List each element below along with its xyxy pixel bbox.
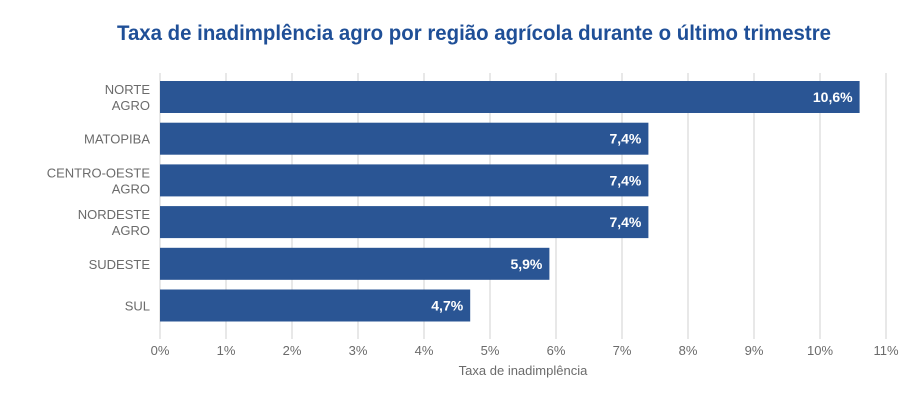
data-label: 7,4% bbox=[609, 131, 641, 147]
data-label: 7,4% bbox=[609, 172, 641, 188]
category-label-line: NORDESTE bbox=[78, 207, 151, 222]
bar bbox=[160, 164, 649, 197]
bar bbox=[160, 206, 649, 239]
category-label: NORTE AGRO bbox=[105, 82, 151, 113]
x-tick-label: 7% bbox=[613, 343, 632, 358]
x-tick-label: 2% bbox=[283, 343, 302, 358]
data-label: 7,4% bbox=[609, 214, 641, 230]
category-label: CENTRO-OESTE AGRO bbox=[47, 165, 151, 196]
x-tick-label: 3% bbox=[349, 343, 368, 358]
category-label-line: MATOPIBA bbox=[84, 132, 150, 147]
bar bbox=[160, 289, 471, 322]
chart-title: Taxa de inadimplência agro por região ag… bbox=[117, 22, 831, 45]
x-tick-label: 9% bbox=[745, 343, 764, 358]
x-tick-label: 8% bbox=[679, 343, 698, 358]
x-axis-title: Taxa de inadimplência bbox=[459, 363, 588, 378]
category-label-line: AGRO bbox=[112, 223, 150, 238]
category-label: NORDESTE AGRO bbox=[78, 207, 151, 238]
data-label: 10,6% bbox=[813, 89, 853, 105]
bar bbox=[160, 247, 550, 280]
category-label: SUL bbox=[125, 299, 150, 314]
category-label-line: NORTE bbox=[105, 82, 151, 97]
category-label-line: AGRO bbox=[112, 181, 150, 196]
bar bbox=[160, 122, 649, 155]
category-label-line: SUDESTE bbox=[89, 257, 151, 272]
category-label-line: AGRO bbox=[112, 98, 150, 113]
category-label: MATOPIBA bbox=[84, 132, 150, 147]
x-tick-label: 0% bbox=[151, 343, 170, 358]
bar bbox=[160, 81, 860, 113]
data-label: 5,9% bbox=[510, 256, 542, 272]
x-tick-label: 10% bbox=[807, 343, 833, 358]
category-label-line: SUL bbox=[125, 299, 150, 314]
x-tick-label: 5% bbox=[481, 343, 500, 358]
data-label: 4,7% bbox=[431, 298, 463, 314]
x-tick-label: 6% bbox=[547, 343, 566, 358]
category-label-line: CENTRO-OESTE bbox=[47, 165, 151, 180]
x-tick-label: 11% bbox=[873, 343, 898, 358]
category-label: SUDESTE bbox=[89, 257, 151, 272]
x-tick-label: 4% bbox=[415, 343, 434, 358]
x-tick-label: 1% bbox=[217, 343, 236, 358]
